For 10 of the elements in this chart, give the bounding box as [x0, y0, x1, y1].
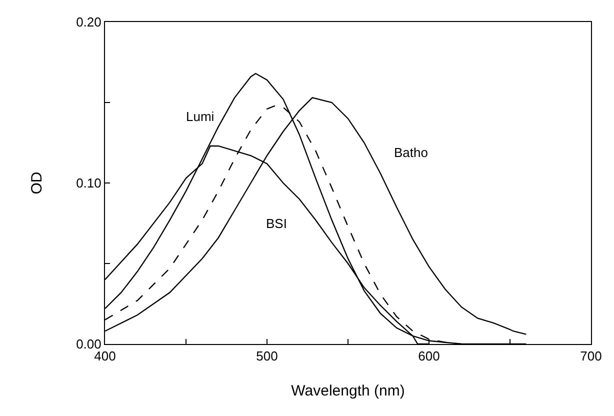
- series-label: BSI: [266, 216, 287, 231]
- y-tick-label: 0.10: [76, 176, 102, 191]
- series-label: Lumi: [186, 109, 214, 124]
- series-label: Batho: [394, 145, 428, 160]
- x-axis-title: Wavelength (nm): [291, 382, 405, 400]
- y-tick-label: 0.20: [76, 14, 102, 30]
- x-tick-label: 600: [418, 348, 440, 364]
- y-axis-title: OD: [28, 172, 46, 194]
- x-tick-label: 500: [256, 348, 278, 364]
- x-tick-label: 700: [580, 348, 602, 364]
